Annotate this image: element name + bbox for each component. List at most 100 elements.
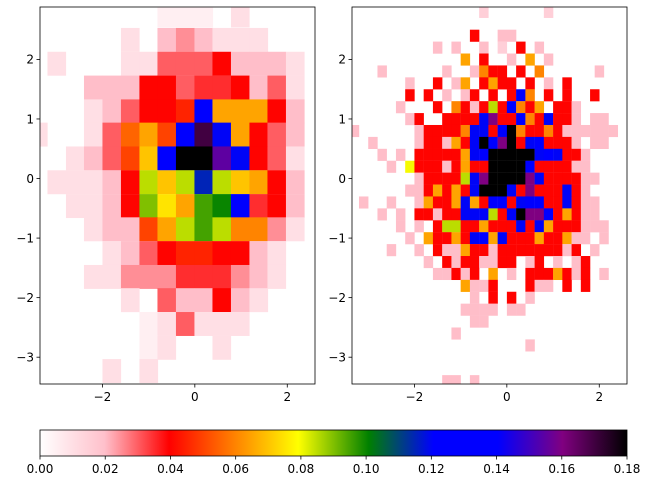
- heatmap-cell: [506, 244, 517, 257]
- heatmap-cell: [194, 170, 214, 195]
- heatmap-cell: [194, 122, 214, 147]
- heatmap-cell: [377, 148, 387, 161]
- heatmap-cell: [451, 148, 461, 161]
- heatmap-cell: [139, 241, 159, 266]
- heatmap-cell: [139, 122, 159, 147]
- heatmap-cell: [479, 303, 489, 316]
- heatmap-cell: [212, 194, 232, 219]
- heatmap-cell: [212, 99, 232, 124]
- heatmap-cell: [543, 136, 554, 149]
- heatmap-cell: [460, 148, 471, 161]
- heatmap-cell: [194, 99, 214, 124]
- heatmap-cell: [543, 220, 554, 233]
- heatmap-cell: [175, 170, 195, 195]
- heatmap-cell: [497, 101, 508, 114]
- heatmap-cell: [230, 194, 250, 219]
- heatmap-cell: [571, 148, 582, 161]
- heatmap-cell: [194, 146, 214, 171]
- heatmap-cell: [451, 124, 461, 138]
- heatmap-cell: [469, 220, 480, 233]
- heatmap-cell: [285, 51, 305, 76]
- y-tick-label: 1: [26, 112, 34, 126]
- heatmap-cell: [249, 75, 269, 100]
- colorbar-frame: [39, 429, 628, 457]
- heatmap-cell: [139, 264, 159, 289]
- heatmap-cell: [175, 194, 195, 219]
- heatmap-cell: [599, 113, 609, 126]
- heatmap-cell: [497, 208, 508, 221]
- y-tick-label: −3: [16, 350, 34, 364]
- heatmap-cell: [432, 220, 443, 233]
- heatmap-cell: [488, 196, 498, 209]
- heatmap-cell: [175, 51, 195, 76]
- heatmap-cell: [423, 124, 434, 138]
- heatmap-cell: [175, 217, 195, 242]
- heatmap-cell: [267, 217, 287, 242]
- heatmap-cell: [590, 172, 600, 185]
- heatmap-cell: [405, 232, 415, 245]
- heatmap-cell: [157, 7, 177, 28]
- heatmap-cell: [553, 196, 563, 209]
- heatmap-cell: [139, 146, 159, 171]
- heatmap-cell: [212, 241, 232, 266]
- heatmap-cell: [230, 288, 250, 313]
- heatmap-cell: [368, 136, 378, 149]
- heatmap-cell: [212, 51, 232, 76]
- heatmap-cell: [230, 146, 250, 171]
- heatmap-cell: [571, 267, 582, 281]
- heatmap-cell: [516, 89, 526, 102]
- heatmap-cell: [562, 184, 572, 197]
- heatmap-cell: [553, 136, 563, 149]
- heatmap-cell: [432, 232, 443, 245]
- colorbar-tick-label: 0.18: [614, 462, 641, 476]
- heatmap-cell: [120, 194, 140, 219]
- heatmap-cell: [488, 77, 498, 90]
- heatmap-cell: [139, 170, 159, 195]
- heatmap-cell: [230, 75, 250, 100]
- heatmap-cell: [543, 89, 554, 102]
- heatmap-cell: [460, 196, 471, 209]
- heatmap-cell: [469, 244, 480, 257]
- heatmap-cell: [534, 41, 545, 54]
- heatmap-cell: [497, 136, 508, 149]
- heatmap-cell: [460, 101, 471, 114]
- heatmap-cell: [469, 172, 480, 185]
- heatmap-cell: [479, 41, 489, 54]
- heatmap-cell: [543, 196, 554, 209]
- heatmap-cell: [594, 65, 605, 78]
- heatmap-cell: [534, 184, 545, 197]
- heatmap-cell: [212, 335, 232, 360]
- heatmap-cell: [395, 208, 406, 221]
- heatmap-cell: [212, 75, 232, 100]
- heatmap-cell: [451, 256, 461, 269]
- heatmap-cell: [525, 113, 535, 126]
- heatmap-cell: [267, 264, 287, 289]
- heatmap-cell: [102, 194, 122, 219]
- heatmap-cell: [249, 288, 269, 313]
- heatmap-cell: [395, 148, 406, 161]
- heatmap-cell: [139, 51, 159, 76]
- heatmap-cell: [451, 327, 461, 340]
- heatmap-cell: [580, 184, 591, 197]
- heatmap-cell: [405, 113, 415, 126]
- heatmap-cell: [469, 267, 480, 281]
- y-tick-label: −2: [16, 291, 34, 305]
- heatmap-cell: [285, 146, 305, 171]
- heatmap-cell: [157, 51, 177, 76]
- heatmap-cell: [469, 160, 480, 173]
- heatmap-cell: [40, 122, 48, 147]
- heatmap-cell: [590, 89, 600, 102]
- heatmap-cell: [488, 208, 498, 221]
- heatmap-cell: [175, 122, 195, 147]
- heatmap-cell: [543, 267, 554, 281]
- y-tick-label: −1: [16, 231, 34, 245]
- heatmap-cell: [479, 184, 489, 197]
- heatmap-cell: [432, 172, 443, 185]
- heatmap-cell: [460, 244, 471, 257]
- heatmap-cell: [432, 160, 443, 173]
- heatmap-cell: [553, 208, 563, 221]
- heatmap-cell: [562, 101, 572, 114]
- heatmap-cell: [414, 244, 424, 257]
- heatmap-cell: [120, 27, 140, 52]
- heatmap-cell: [423, 160, 434, 173]
